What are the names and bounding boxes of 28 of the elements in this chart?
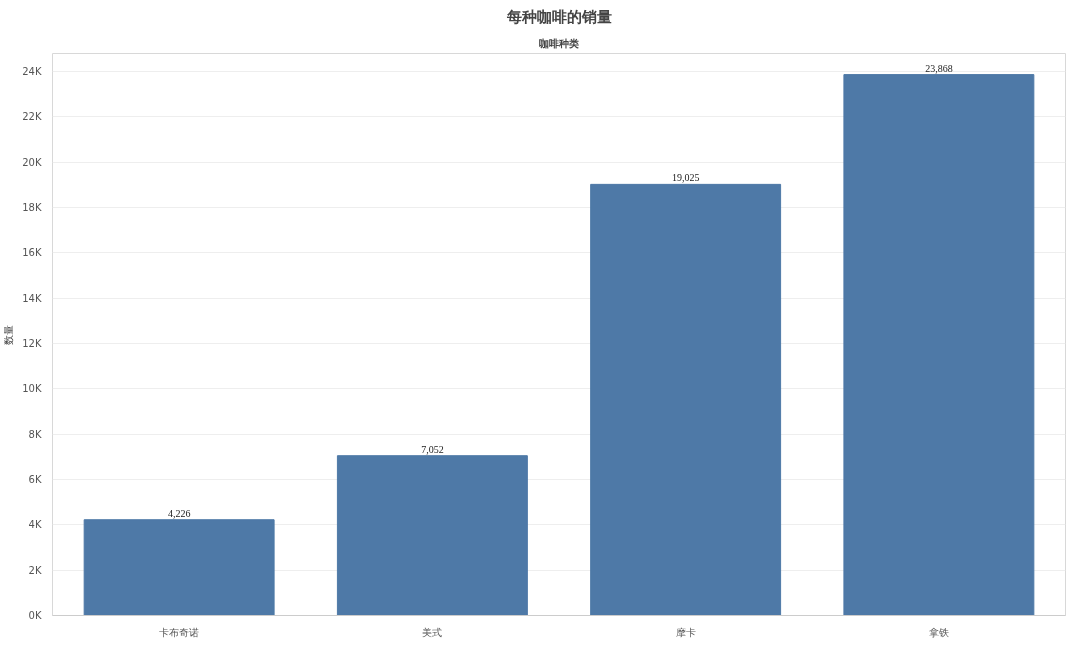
y-tick-label: 8K — [28, 428, 42, 440]
y-tick-label: 14K — [22, 292, 42, 304]
y-tick-label: 0K — [28, 610, 42, 621]
data-label: 23,868 — [925, 62, 953, 74]
bar — [843, 74, 1035, 616]
y-tick-label: 20K — [22, 156, 42, 168]
y-tick-label: 24K — [22, 66, 42, 78]
data-label: 7,052 — [421, 443, 444, 455]
bar — [336, 455, 528, 616]
y-tick-label: 10K — [22, 383, 42, 395]
y-tick-label: 22K — [22, 111, 42, 123]
chart-subtitle: 咖啡种类 — [539, 37, 579, 49]
bar — [590, 183, 782, 616]
bar — [83, 519, 275, 616]
x-tick-label: 摩卡 — [675, 626, 696, 638]
y-tick-label: 16K — [22, 247, 42, 259]
x-tick-label: 卡布奇诺 — [159, 626, 200, 638]
x-tick-label: 美式 — [422, 626, 443, 638]
y-tick-label: 18K — [22, 202, 42, 214]
chart-title: 每种咖啡的销量 — [505, 7, 612, 26]
y-axis-title: 数量 — [3, 324, 15, 345]
y-tick-label: 6K — [28, 474, 42, 486]
y-tick-label: 2K — [28, 564, 42, 576]
data-label: 4,226 — [167, 507, 191, 519]
y-tick-label: 4K — [28, 519, 42, 531]
data-label: 19,025 — [671, 172, 700, 184]
y-tick-label: 12K — [22, 338, 42, 350]
x-tick-label: 拿铁 — [928, 626, 949, 638]
